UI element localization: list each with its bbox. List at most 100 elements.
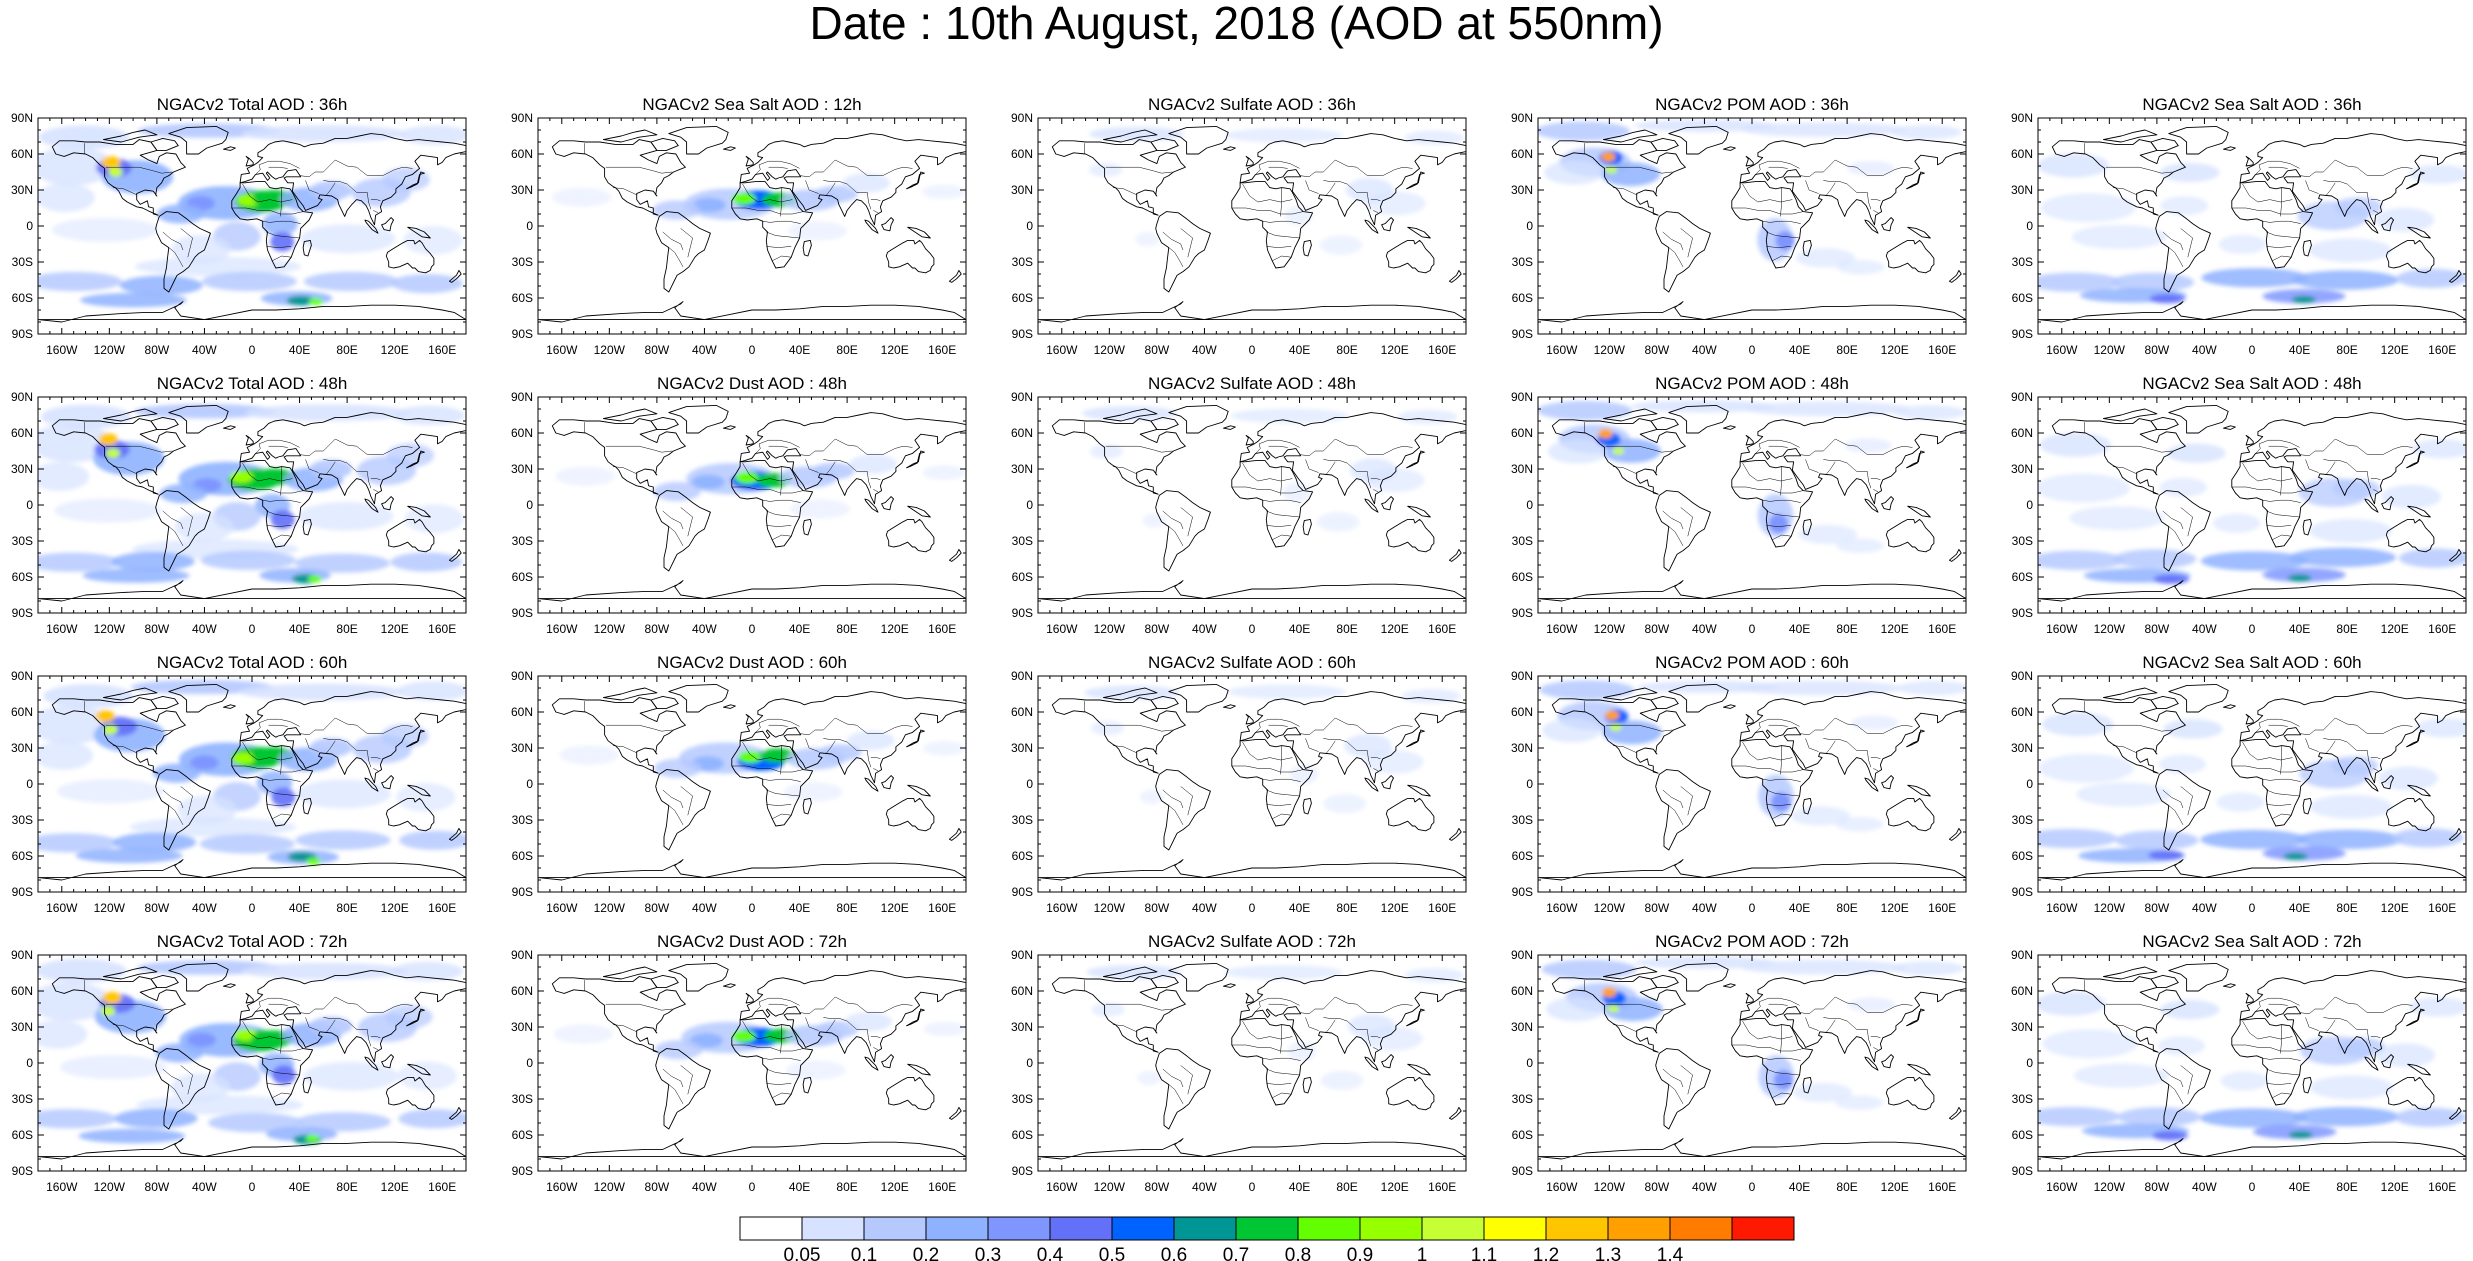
coastline [1364,777,1379,792]
country-border [1268,1003,1288,1006]
country-border [1731,486,1804,494]
country-border [867,192,872,210]
coastline [1448,269,1462,283]
lon-tick-label: 80E [1336,901,1357,915]
lat-tick-label: 30N [511,183,533,197]
lon-tick-label: 40E [1789,901,1810,915]
aod-region [2042,1029,2138,1059]
coastline [245,434,254,446]
lat-tick-label: 60N [1511,984,1533,998]
lon-tick-label: 120W [1594,343,1626,357]
lon-tick-label: 80W [145,1180,170,1194]
colorbar-swatch [1483,1216,1547,1241]
colorbar-label: 1 [1417,1245,1428,1261]
aod-region [652,200,700,220]
lat-tick-label: 60N [11,426,33,440]
country-border [266,246,292,248]
colorbar-swatch [1359,1216,1423,1241]
country-border [2370,757,2381,760]
coastline [2448,1106,2462,1120]
coastline [2239,133,2467,226]
coastline [1650,974,1679,988]
panel-title: NGACv2 POM AOD : 60h [1655,653,1849,672]
country-border [231,765,304,773]
aod-region [244,404,412,422]
coastlines [37,683,467,881]
aod-region [98,433,118,446]
country-border [2323,738,2368,751]
country-border [768,724,788,727]
coastline [223,425,236,430]
country-border [2299,717,2413,736]
lat-tick-label: 60S [12,849,33,863]
country-border [262,499,301,503]
country-border [1299,159,1413,178]
country-border [370,478,381,481]
coastline [1245,992,1254,1004]
coastline [37,301,467,323]
coastline [2448,827,2462,841]
coastline [885,1076,935,1111]
country-border [268,166,288,169]
country-border [242,1020,293,1040]
coastline [668,683,729,713]
aod-region [2071,225,2167,249]
country-border [1305,180,1319,194]
coastline [364,219,379,234]
coastline [150,416,179,430]
lat-tick-label: 0 [26,777,33,791]
lat-tick-label: 30S [512,1092,533,1106]
aod-region [1323,794,1367,814]
lon-tick-label: 40E [2289,1180,2310,1194]
aod-region [271,787,296,807]
lon-tick-label: 40W [692,622,717,636]
axis-ticks [2037,675,2467,893]
country-border [731,1044,804,1052]
aod-field [1539,680,1966,832]
country-border [1323,1017,1368,1030]
lat-tick-label: 60N [1011,147,1033,161]
coastline [650,974,679,988]
country-border [1731,207,1804,215]
coastline [1650,416,1679,430]
coastline [2302,239,2312,257]
coastline [245,155,254,167]
coastline [1885,518,1935,553]
country-border [1262,220,1301,224]
coastline [723,983,736,988]
country-border [1768,724,1788,727]
coastline [2406,729,2425,748]
country-border [1168,805,1184,825]
country-border [1180,1065,1193,1095]
lat-tick-label: 30S [12,1092,33,1106]
aod-region [201,271,297,292]
lon-tick-label: 40W [692,343,717,357]
lon-tick-label: 120W [1594,622,1626,636]
coastline [2407,1063,2431,1076]
country-border [1612,1024,1637,1033]
coastline [1155,1048,1211,1130]
aod-region [238,683,405,701]
coastline [1385,1076,1435,1111]
country-border [605,1003,673,1011]
map-panel: NGACv2 Dust AOD : 60h 90N 60N 30N 0 30S 60S 90S… [511,653,967,915]
country-border [1605,445,1673,453]
aod-region [51,217,159,242]
colorbar-label: 0.6 [1161,1245,1187,1261]
aod-field [555,454,966,519]
country-border [762,1057,801,1061]
colorbar-swatch [863,1216,927,1241]
aod-region [1757,218,1793,262]
colorbar-swatch [1669,1216,1733,1241]
country-border [1373,1047,1379,1051]
coastline [448,1106,462,1120]
country-border [1742,183,1793,203]
axis-ticks [1537,675,1967,893]
lon-tick-label: 80E [336,622,357,636]
country-border [2367,192,2372,210]
country-border [823,738,868,751]
lon-tick-label: 120E [1381,622,1409,636]
aod-region [1792,1082,1853,1103]
country-border [1280,466,1282,496]
coastline [2245,713,2254,725]
